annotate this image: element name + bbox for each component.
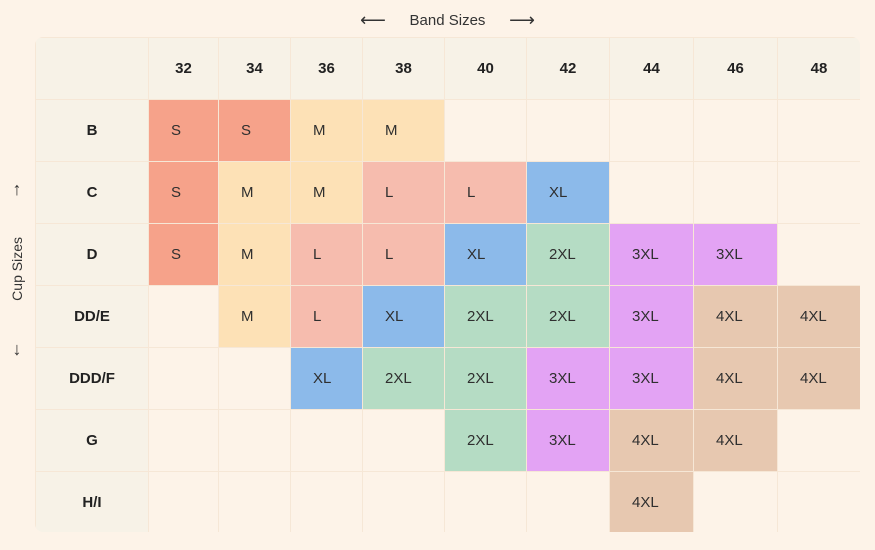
size-cell: XL	[362, 285, 445, 348]
band-size-48: 48	[777, 37, 860, 100]
empty-cell	[693, 99, 778, 162]
empty-cell	[362, 409, 445, 472]
size-cell: 2XL	[444, 409, 527, 472]
size-cell: S	[148, 161, 219, 224]
size-cell: 3XL	[526, 409, 610, 472]
cup-row: H/I 4XL	[35, 471, 860, 532]
band-size-44: 44	[609, 37, 694, 100]
empty-cell	[218, 471, 291, 532]
empty-cell	[526, 99, 610, 162]
band-size-header-row: 32 34 36 38 40 42 44 46 48	[35, 37, 860, 100]
size-cell: 3XL	[693, 223, 778, 286]
cup-row: G 2XL 3XL 4XL 4XL	[35, 409, 860, 472]
size-cell: 2XL	[444, 347, 527, 410]
cup-row: D S M L L XL 2XL 3XL 3XL	[35, 223, 860, 286]
size-cell: 2XL	[444, 285, 527, 348]
band-size-38: 38	[362, 37, 445, 100]
size-cell: 4XL	[693, 409, 778, 472]
size-cell: L	[444, 161, 527, 224]
size-cell: 4XL	[693, 347, 778, 410]
empty-cell	[444, 99, 527, 162]
band-size-42: 42	[526, 37, 610, 100]
arrow-down-icon: ↓	[12, 339, 22, 359]
size-cell: M	[218, 223, 291, 286]
size-chart-table: 32 34 36 38 40 42 44 46 48 B S S M M C S M M L L XL D S M L L XL 2…	[35, 37, 860, 532]
band-sizes-header: ⟵ Band Sizes ⟶	[360, 8, 535, 32]
size-cell: 2XL	[526, 285, 610, 348]
empty-cell	[609, 99, 694, 162]
empty-cell	[693, 471, 778, 532]
empty-cell	[218, 409, 291, 472]
band-size-40: 40	[444, 37, 527, 100]
band-size-32: 32	[148, 37, 219, 100]
size-cell: M	[218, 161, 291, 224]
size-cell: M	[290, 161, 363, 224]
cup-size-label: C	[35, 161, 149, 224]
arrow-right-icon: ⟶	[509, 10, 535, 30]
empty-cell	[148, 409, 219, 472]
size-grid-body: B S S M M C S M M L L XL D S M L L XL 2XL 3XL 3XL DD/E M L XL 2XL…	[35, 99, 860, 532]
cup-sizes-label: Cup Sizes	[9, 237, 25, 301]
cup-size-label: B	[35, 99, 149, 162]
empty-cell	[609, 161, 694, 224]
cup-size-label: D	[35, 223, 149, 286]
empty-cell	[290, 409, 363, 472]
cup-size-label: G	[35, 409, 149, 472]
cup-size-label: DD/E	[35, 285, 149, 348]
empty-cell	[777, 161, 860, 224]
size-cell: M	[218, 285, 291, 348]
size-cell: 4XL	[609, 409, 694, 472]
empty-cell	[444, 471, 527, 532]
size-cell: 4XL	[777, 347, 860, 410]
size-cell: XL	[444, 223, 527, 286]
size-cell: L	[362, 223, 445, 286]
size-cell: 3XL	[526, 347, 610, 410]
cup-size-label: H/I	[35, 471, 149, 532]
size-cell: XL	[290, 347, 363, 410]
cup-row: DDD/F XL 2XL 2XL 3XL 3XL 4XL 4XL	[35, 347, 860, 410]
band-size-34: 34	[218, 37, 291, 100]
empty-cell	[218, 347, 291, 410]
size-cell: 2XL	[526, 223, 610, 286]
size-cell: 4XL	[777, 285, 860, 348]
size-chart: 32 34 36 38 40 42 44 46 48 B S S M M C S M M L L XL D S M L L XL 2…	[35, 37, 860, 532]
arrow-left-icon: ⟵	[360, 10, 386, 30]
size-cell: L	[362, 161, 445, 224]
empty-cell	[777, 223, 860, 286]
band-size-46: 46	[693, 37, 778, 100]
empty-cell	[362, 471, 445, 532]
empty-cell	[148, 347, 219, 410]
size-cell: S	[148, 223, 219, 286]
size-cell: S	[148, 99, 219, 162]
size-cell: L	[290, 285, 363, 348]
empty-cell	[148, 285, 219, 348]
band-sizes-label: Band Sizes	[409, 11, 486, 29]
size-cell: 2XL	[362, 347, 445, 410]
size-cell: M	[362, 99, 445, 162]
size-cell: 4XL	[609, 471, 694, 532]
empty-cell	[777, 409, 860, 472]
size-cell: 4XL	[693, 285, 778, 348]
cup-row: C S M M L L XL	[35, 161, 860, 224]
size-cell: S	[218, 99, 291, 162]
empty-cell	[526, 471, 610, 532]
cup-row: DD/E M L XL 2XL 2XL 3XL 4XL 4XL	[35, 285, 860, 348]
size-cell: M	[290, 99, 363, 162]
cup-sizes-header: ↑ Cup Sizes ↓	[0, 180, 34, 358]
empty-cell	[148, 471, 219, 532]
empty-cell	[777, 471, 860, 532]
size-cell: XL	[526, 161, 610, 224]
size-cell: 3XL	[609, 223, 694, 286]
arrow-up-icon: ↑	[12, 179, 22, 199]
cup-size-label: DDD/F	[35, 347, 149, 410]
empty-cell	[777, 99, 860, 162]
size-cell: 3XL	[609, 347, 694, 410]
empty-cell	[693, 161, 778, 224]
size-cell: L	[290, 223, 363, 286]
size-cell: 3XL	[609, 285, 694, 348]
corner-cell	[35, 37, 149, 100]
empty-cell	[290, 471, 363, 532]
band-size-36: 36	[290, 37, 363, 100]
